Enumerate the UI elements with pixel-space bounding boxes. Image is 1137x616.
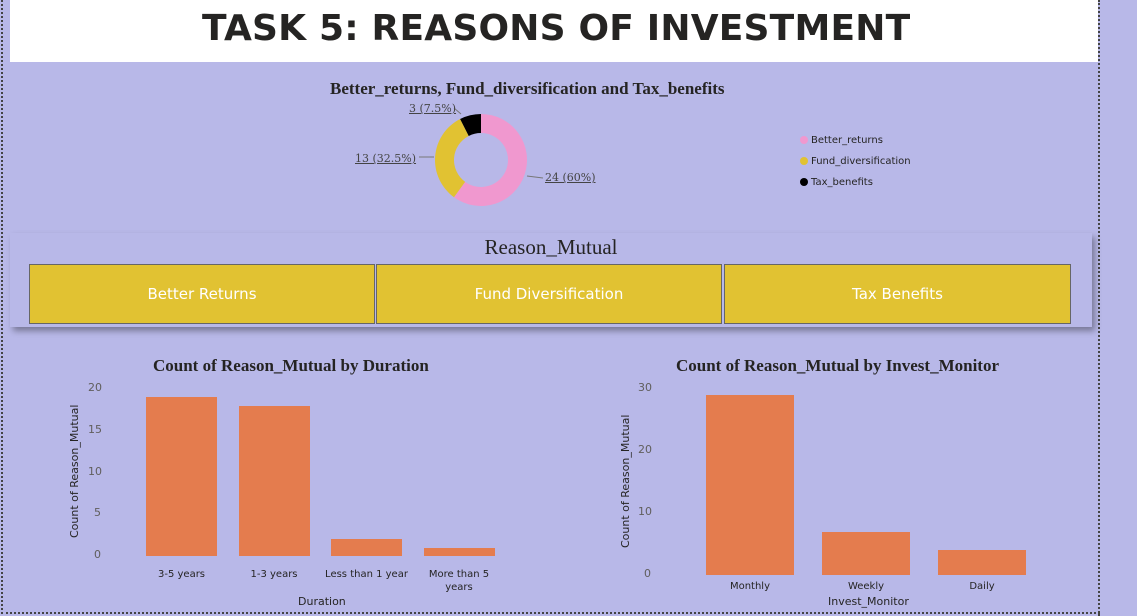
x-category-label: More than 5 years	[428, 569, 490, 593]
header-banner: TASK 5: REASONS OF INVESTMENT	[10, 0, 1098, 62]
legend-dot-icon	[800, 157, 808, 165]
duration-y-axis-title: Count of Reason_Mutual	[68, 404, 81, 538]
donut-leader-line-tax-benefits	[453, 107, 462, 115]
invest-monitor-chart-title: Count of Reason_Mutual by Invest_Monitor	[676, 356, 1000, 375]
x-category-label: 3-5 years	[157, 569, 206, 580]
donut-label-better-returns: 24 (60%)	[545, 171, 596, 184]
y-tick-label: 10	[638, 505, 652, 518]
legend-label: Better_returns	[811, 135, 883, 146]
canvas-frame	[1, 0, 1100, 614]
duration-chart-title: Count of Reason_Mutual by Duration	[153, 356, 429, 375]
donut-slice-better-returns[interactable]	[453, 114, 528, 206]
y-tick-label: 0	[94, 548, 101, 561]
legend-item-better-returns[interactable]: Better_returns	[800, 135, 883, 146]
duration-x-axis-title: Duration	[298, 595, 346, 608]
canvas-right-border	[1098, 0, 1100, 616]
bar-weekly[interactable]	[822, 531, 910, 575]
reason-mutual-slicer: Reason_Mutual Better Returns Fund Divers…	[10, 233, 1092, 327]
invest-monitor-y-axis-title: Count of Reason_Mutual	[619, 414, 632, 548]
slicer-option-tax-benefits[interactable]: Tax Benefits	[724, 264, 1071, 324]
legend-dot-icon	[800, 178, 808, 186]
legend-item-tax-benefits[interactable]: Tax_benefits	[800, 177, 873, 188]
y-tick-label: 5	[94, 506, 101, 520]
x-category-label: Less than 1 year	[325, 569, 408, 580]
bar-more-than-5-years[interactable]	[423, 547, 495, 556]
y-tick-label: 10	[88, 464, 102, 478]
y-tick-label: 20	[638, 443, 652, 456]
bar-monthly[interactable]	[706, 395, 794, 575]
donut-chart-title: Better_returns, Fund_diversification and…	[330, 79, 725, 98]
page-title: TASK 5: REASONS OF INVESTMENT	[202, 8, 911, 49]
legend-item-fund-diversification[interactable]: Fund_diversification	[800, 156, 911, 167]
invest-monitor-x-axis-title: Invest_Monitor	[828, 595, 909, 608]
y-tick-label: 15	[88, 422, 102, 436]
bar-3-5-years[interactable]	[146, 397, 217, 556]
legend-dot-icon	[800, 136, 808, 144]
donut-leader-line-better-returns	[526, 175, 544, 179]
donut-chart[interactable]	[0, 0, 1137, 230]
bar-1-3-years[interactable]	[238, 405, 310, 556]
x-category-label: Weekly	[847, 581, 885, 592]
legend-label: Fund_diversification	[811, 156, 911, 167]
x-category-label: 1-3 years	[250, 569, 298, 580]
y-tick-label: 30	[638, 381, 652, 394]
x-category-label: Daily	[969, 581, 995, 592]
y-tick-label: 20	[88, 381, 102, 394]
donut-label-fund-diversification: 13 (32.5%)	[355, 152, 417, 165]
x-category-label: Monthly	[729, 581, 771, 592]
bar-less-than-1-year[interactable]	[331, 539, 402, 556]
slicer-option-better-returns[interactable]: Better Returns	[29, 264, 375, 324]
donut-slice-fund-diversification[interactable]	[435, 119, 469, 198]
bar-daily[interactable]	[938, 550, 1026, 575]
slicer-option-fund-diversification[interactable]: Fund Diversification	[376, 264, 722, 324]
y-tick-label: 0	[644, 567, 651, 580]
slicer-title: Reason_Mutual	[484, 235, 618, 259]
donut-slice-tax-benefits[interactable]	[460, 114, 481, 136]
donut-label-tax-benefits: 3 (7.5%)	[409, 102, 457, 115]
legend-label: Tax_benefits	[811, 177, 873, 188]
